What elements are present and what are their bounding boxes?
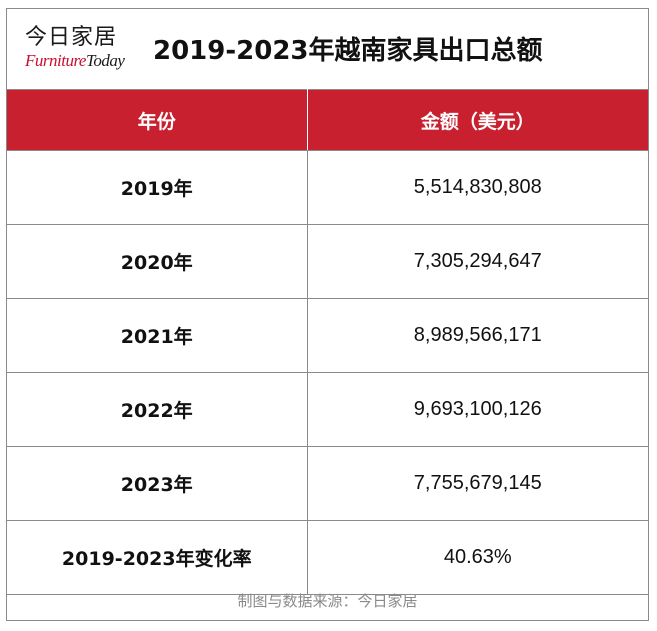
cell-amount: 9,693,100,126 (307, 372, 648, 447)
export-table: 年份 金额（美元） 2019年 5,514,830,808 2020年 7,30… (7, 89, 648, 595)
cell-amount: 40.63% (307, 520, 648, 595)
cell-year: 2021年 (7, 298, 308, 373)
infographic-frame: 今日家居 FurnitureToday 2019-2023年越南家具出口总额 年… (6, 8, 649, 621)
table-row: 2023年 7,755,679,145 (7, 446, 648, 521)
brand-logo-en-furniture: Furniture (25, 51, 86, 70)
table-header-row: 年份 金额（美元） (7, 89, 648, 151)
cell-amount: 8,989,566,171 (307, 298, 648, 373)
brand-logo-en: FurnitureToday (25, 51, 125, 71)
brand-logo-en-today: Today (85, 51, 125, 70)
cell-year: 2022年 (7, 372, 308, 447)
cell-amount: 7,305,294,647 (307, 224, 648, 299)
page-title: 2019-2023年越南家具出口总额 (153, 36, 543, 66)
table-row: 2019年 5,514,830,808 (7, 150, 648, 225)
table-row: 2020年 7,305,294,647 (7, 224, 648, 299)
cell-amount: 5,514,830,808 (307, 150, 648, 225)
table-row: 2021年 8,989,566,171 (7, 298, 648, 373)
header-amount: 金额（美元） (307, 89, 648, 151)
cell-amount: 7,755,679,145 (307, 446, 648, 521)
table-row-change-rate: 2019-2023年变化率 40.63% (7, 520, 648, 595)
source-note: 制图与数据来源：今日家居 (237, 592, 418, 610)
table-row: 2022年 9,693,100,126 (7, 372, 648, 447)
cell-year: 2019-2023年变化率 (7, 520, 308, 595)
cell-year: 2023年 (7, 446, 308, 521)
brand-logo-cn: 今日家居 (25, 25, 118, 50)
header: 今日家居 FurnitureToday 2019-2023年越南家具出口总额 (7, 9, 648, 89)
cell-year: 2020年 (7, 224, 308, 299)
cell-year: 2019年 (7, 150, 308, 225)
header-year: 年份 (7, 89, 308, 151)
